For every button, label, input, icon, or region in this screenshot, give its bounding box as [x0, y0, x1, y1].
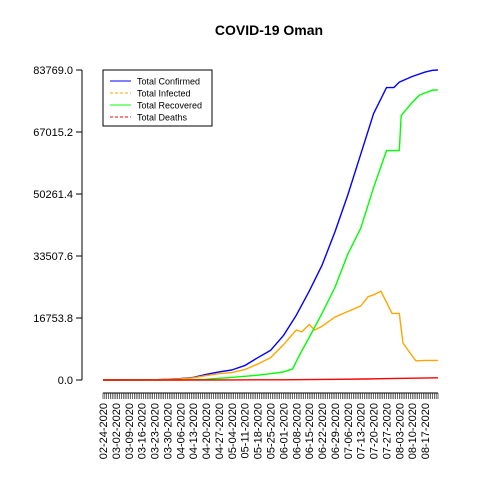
- y-tick-label: 83769.0: [33, 65, 73, 77]
- y-tick-label: 33507.6: [33, 251, 73, 263]
- x-tick-label: 04-27-2020: [214, 403, 226, 459]
- x-tick-label: 03-09-2020: [124, 403, 136, 459]
- x-tick-label: 08-17-2020: [420, 403, 432, 459]
- series-line-total-infected: [102, 290, 438, 381]
- chart-title: COVID-19 Oman: [215, 22, 323, 38]
- x-tick-label: 06-08-2020: [291, 403, 303, 459]
- x-tick-label: 03-16-2020: [137, 403, 149, 459]
- x-tick-label: 04-13-2020: [188, 403, 200, 459]
- x-tick-label: 05-11-2020: [240, 403, 252, 458]
- x-tick-label: 05-04-2020: [227, 403, 239, 459]
- x-tick-label: 03-02-2020: [111, 403, 123, 459]
- x-tick-label: 06-01-2020: [278, 403, 290, 459]
- legend-label: Total Infected: [137, 89, 191, 99]
- legend: Total Confirmed Total Infected Total Recov…: [102, 69, 213, 127]
- x-tick-label: 05-25-2020: [266, 403, 278, 459]
- x-tick-label: 06-15-2020: [304, 403, 316, 459]
- x-tick-label: 08-10-2020: [407, 403, 419, 459]
- x-tick-label: 07-27-2020: [381, 403, 393, 459]
- x-axis: 02-24-2020 03-02-2020 03-09-2020 03-16-2020…: [98, 392, 439, 459]
- y-tick-label: 0.0: [58, 375, 73, 387]
- x-tick-label: 03-30-2020: [162, 403, 174, 459]
- legend-label: Total Deaths: [137, 113, 188, 123]
- x-tick-label: 07-20-2020: [369, 403, 381, 459]
- series-line-total-deaths: [103, 377, 439, 381]
- series-line-total-recovered: [103, 89, 439, 381]
- series-layer: [102, 69, 439, 381]
- y-tick-label: 67015.2: [33, 127, 73, 139]
- x-tick-label: 06-29-2020: [330, 403, 342, 459]
- y-tick-label: 50261.4: [33, 189, 73, 201]
- x-tick-label: 08-03-2020: [394, 403, 406, 459]
- x-tick-label: 06-22-2020: [317, 403, 329, 459]
- x-tick-label: 07-13-2020: [356, 403, 368, 459]
- x-tick-label: 02-24-2020: [98, 403, 110, 459]
- x-tick-label: 05-18-2020: [253, 403, 265, 459]
- x-tick-label: 04-06-2020: [175, 403, 187, 459]
- y-axis: 0.0 16753.8 33507.6 50261.4 67015.2 83769.0: [33, 65, 83, 387]
- y-tick-label: 16753.8: [33, 313, 73, 325]
- legend-label: Total Confirmed: [137, 77, 200, 87]
- legend-label: Total Recovered: [137, 101, 202, 111]
- x-tick-label: 07-06-2020: [343, 403, 355, 459]
- x-tick-label: 03-23-2020: [150, 403, 162, 459]
- x-tick-label: 04-20-2020: [201, 403, 213, 459]
